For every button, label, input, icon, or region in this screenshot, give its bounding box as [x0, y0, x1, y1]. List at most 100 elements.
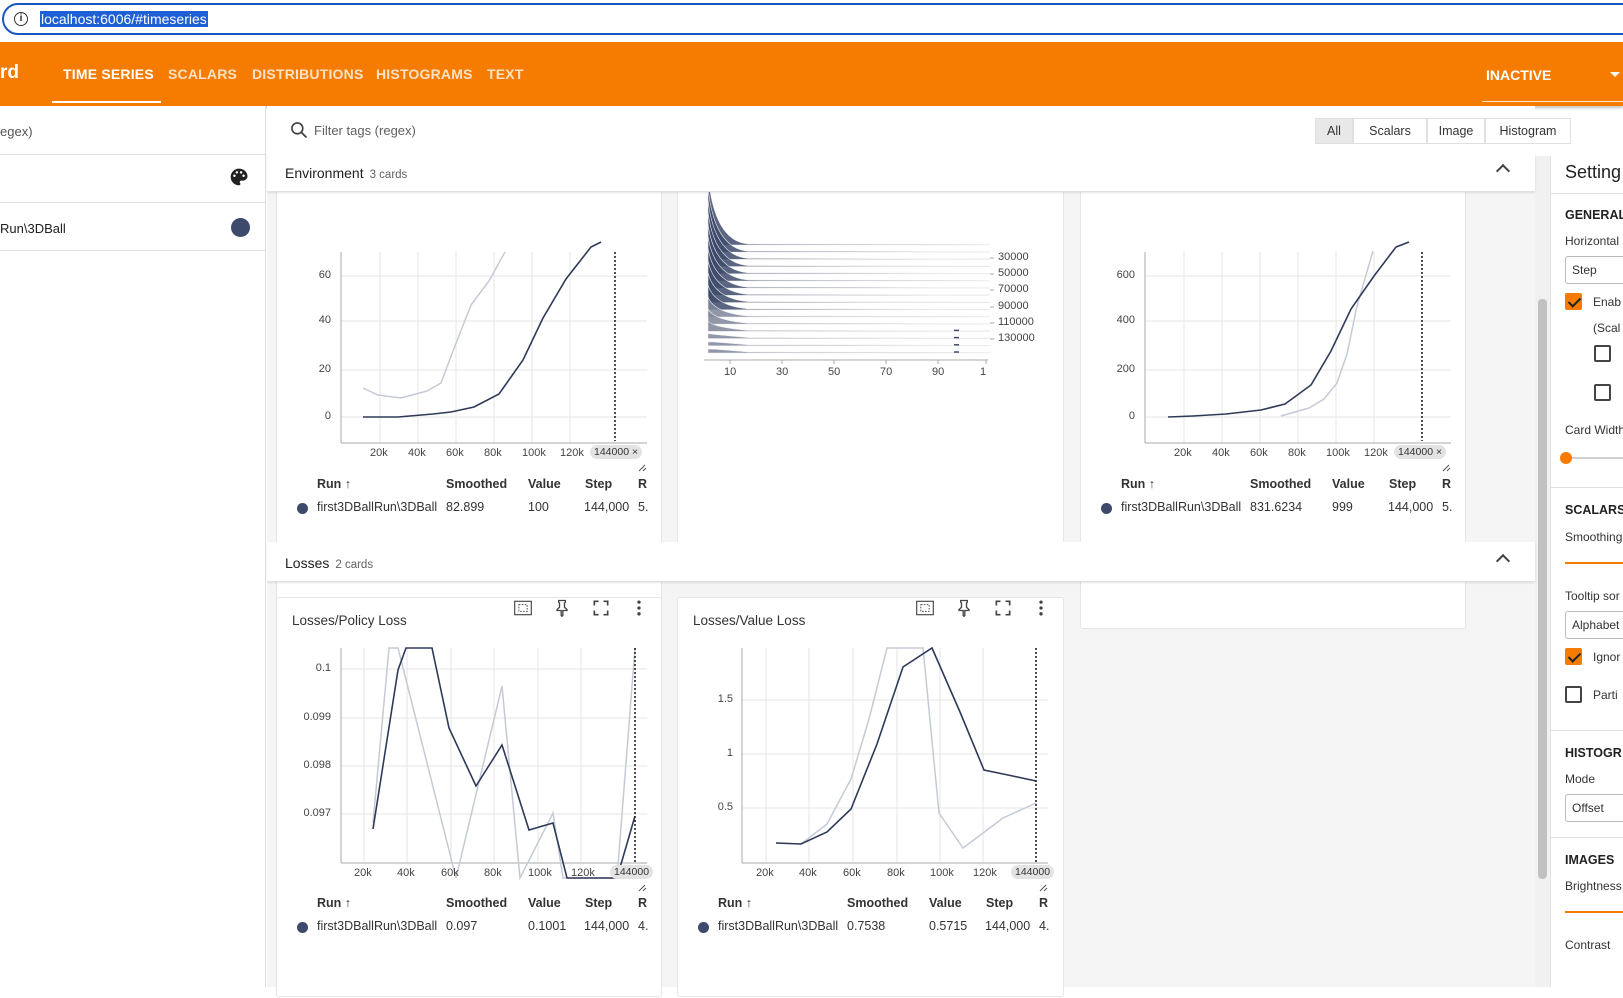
brightness-slider[interactable]	[1565, 911, 1623, 913]
smoothed-series-line	[363, 241, 602, 418]
enable-checkbox[interactable]	[1565, 293, 1582, 310]
filter-type-histogram[interactable]: Histogram	[1485, 118, 1571, 144]
site-info-icon[interactable]: i	[14, 12, 28, 26]
col-step[interactable]: Step	[585, 896, 613, 910]
col-smoothed[interactable]: Smoothed	[847, 896, 909, 910]
address-bar[interactable]: i localhost:6006/#timeseries	[2, 3, 1623, 35]
url-text[interactable]: localhost:6006/#timeseries	[40, 11, 208, 27]
tooltip-sort-select[interactable]: Alphabet	[1565, 611, 1623, 639]
y-tick-label: 1	[726, 747, 733, 759]
top-toolbar: rd TIME SERIES SCALARS DISTRIBUTIONS HIS…	[0, 42, 1623, 106]
ignore-outliers-checkbox[interactable]	[1565, 648, 1582, 665]
filter-type-image[interactable]: Image	[1427, 118, 1485, 144]
scalar-chart[interactable]	[678, 598, 1065, 998]
col-step[interactable]: Step	[585, 477, 613, 491]
histogram-slice	[707, 341, 991, 347]
tab-text[interactable]: TEXT	[487, 66, 524, 82]
scalar-chart[interactable]	[277, 598, 663, 998]
col-smoothed[interactable]: Smoothed	[1250, 477, 1312, 491]
runs-filter-input[interactable]: egex)	[0, 124, 33, 139]
col-relative[interactable]: R	[638, 477, 648, 491]
histogram-slice	[707, 223, 991, 275]
pin-icon[interactable]	[552, 598, 572, 618]
step-marker-badge[interactable]: 144000	[1011, 865, 1055, 879]
settings-general-heading: GENERAL	[1565, 208, 1623, 222]
horizontal-axis-select[interactable]: Step	[1565, 256, 1623, 284]
col-value[interactable]: Value	[528, 477, 561, 491]
pin-icon[interactable]	[954, 598, 974, 618]
tab-time-series[interactable]: TIME SERIES	[63, 66, 154, 82]
col-run[interactable]: Run ↑	[317, 477, 352, 491]
plugin-select[interactable]: INACTIVE	[1486, 67, 1552, 83]
step-marker-badge[interactable]: 144000 ×	[590, 445, 643, 459]
tab-distributions[interactable]: DISTRIBUTIONS	[252, 66, 364, 82]
histogram-chart[interactable]	[678, 167, 1065, 550]
fullscreen-icon[interactable]	[993, 598, 1013, 618]
settings-histograms-heading: HISTOGR	[1565, 746, 1622, 760]
chevron-up-icon[interactable]	[1495, 163, 1511, 179]
card-width-slider[interactable]	[1560, 452, 1572, 464]
x-tick-label: 120k	[571, 867, 595, 879]
col-value[interactable]: Value	[528, 896, 561, 910]
col-run[interactable]: Run ↑	[718, 896, 753, 910]
step-marker-badge[interactable]: 144000	[610, 865, 654, 879]
smoothing-slider[interactable]	[1565, 562, 1623, 564]
col-relative[interactable]: R	[1442, 477, 1452, 491]
filter-type-scalars[interactable]: Scalars	[1353, 118, 1427, 144]
fullscreen-icon[interactable]	[591, 598, 611, 618]
scalar-chart[interactable]	[1081, 167, 1467, 630]
chevron-down-icon[interactable]	[1610, 72, 1620, 77]
col-run[interactable]: Run ↑	[1121, 477, 1156, 491]
card-width-label: Card Width	[1565, 423, 1623, 437]
col-relative[interactable]: R	[1039, 896, 1049, 910]
y-tick-label: 200	[1116, 363, 1135, 375]
x-tick-label: 40k	[1212, 447, 1230, 459]
partition-checkbox[interactable]	[1565, 686, 1582, 703]
main-scrollbar[interactable]	[1535, 156, 1550, 987]
option-checkbox[interactable]	[1594, 384, 1611, 401]
tab-scalars[interactable]: SCALARS	[168, 66, 238, 82]
scroll-thumb[interactable]	[1538, 299, 1547, 879]
scalar-chart[interactable]	[277, 167, 663, 630]
run-color-swatch[interactable]	[231, 218, 250, 237]
filter-type-all[interactable]: All	[1315, 118, 1353, 144]
offset-label: 50000	[998, 267, 1029, 279]
run-name: first3DBallRun\3DBall	[317, 919, 438, 933]
group-header-losses[interactable]: Losses 2 cards	[267, 542, 1535, 582]
option-checkbox[interactable]	[1594, 345, 1611, 362]
tab-histograms[interactable]: HISTOGRAMS	[376, 66, 473, 82]
mode-label: Mode	[1565, 772, 1596, 786]
step-marker-badge[interactable]: 144000 ×	[1394, 445, 1447, 459]
histogram-slice	[707, 272, 991, 303]
mode-select[interactable]: Offset	[1565, 794, 1623, 822]
fit-domain-icon[interactable]	[513, 598, 533, 618]
col-relative[interactable]: R	[638, 896, 648, 910]
run-color-dot	[297, 922, 308, 933]
x-tick-label: 70	[880, 366, 893, 378]
scalar-card: Losses/Policy Loss 20k 40k 60k 80k 100k 120k 0…	[276, 597, 662, 997]
y-tick-label: 1.5	[717, 693, 733, 705]
col-smoothed[interactable]: Smoothed	[446, 477, 508, 491]
card-width-track[interactable]	[1565, 457, 1623, 459]
tag-filter-input[interactable]: Filter tags (regex)	[314, 123, 416, 138]
group-header-environment[interactable]: Environment 3 cards	[267, 152, 1535, 192]
raw-series-line	[1280, 250, 1374, 417]
more-vert-icon[interactable]	[1031, 598, 1051, 618]
y-tick-label: 0.097	[303, 807, 331, 819]
histogram-slice	[707, 284, 991, 311]
col-step[interactable]: Step	[1389, 477, 1417, 491]
smoothed-value: 0.7538	[847, 919, 886, 933]
run-name[interactable]: Run\3DBall	[0, 221, 66, 236]
col-step[interactable]: Step	[986, 896, 1014, 910]
col-value[interactable]: Value	[1332, 477, 1365, 491]
fit-domain-icon[interactable]	[915, 598, 935, 618]
col-smoothed[interactable]: Smoothed	[446, 896, 508, 910]
col-value[interactable]: Value	[929, 896, 962, 910]
x-tick-label: 90	[932, 366, 945, 378]
smoothed-value: 831.6234	[1250, 500, 1303, 514]
more-vert-icon[interactable]	[629, 598, 649, 618]
palette-icon[interactable]	[229, 167, 249, 187]
col-run[interactable]: Run ↑	[317, 896, 352, 910]
x-tick-label: 60k	[441, 867, 459, 879]
chevron-up-icon[interactable]	[1495, 553, 1511, 569]
